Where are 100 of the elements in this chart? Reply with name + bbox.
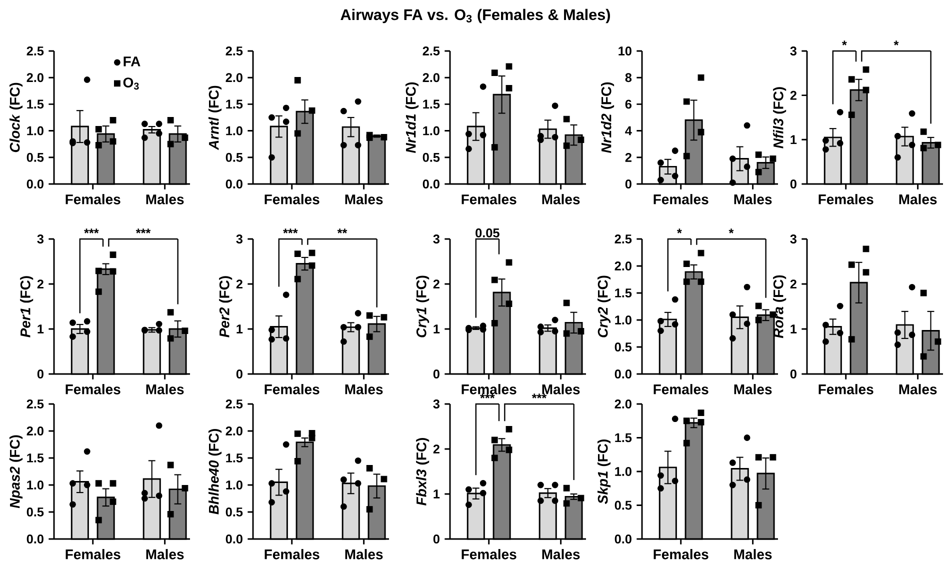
x-tick-label: Females bbox=[66, 384, 120, 394]
y-axis-title: Fbxl3 (FC) bbox=[416, 438, 430, 506]
y-tick-label: 3 bbox=[37, 234, 44, 244]
x-tick-label: Females bbox=[654, 194, 708, 204]
y-tick-label: 2.5 bbox=[422, 46, 440, 56]
y-tick-label: 0.5 bbox=[226, 508, 243, 516]
y-tick-label: 0 bbox=[625, 180, 632, 188]
text: ** bbox=[337, 228, 348, 234]
y-tick-label: 0 bbox=[236, 370, 242, 378]
x-tick-label: Females bbox=[818, 384, 874, 394]
y-axis-title: Npas2 (FC) bbox=[9, 435, 23, 508]
y-tick-label: 2.0 bbox=[26, 73, 44, 82]
y-tick-label: 1 bbox=[434, 490, 440, 498]
text: * bbox=[894, 40, 899, 46]
y-tick-label: 1.5 bbox=[27, 454, 44, 462]
text: *** bbox=[283, 228, 298, 234]
y-tick-label: 0.0 bbox=[26, 534, 44, 544]
x-tick-label: Males bbox=[345, 384, 383, 394]
x-tick-label: Females bbox=[654, 549, 708, 560]
text: *** bbox=[136, 228, 151, 234]
y-tick-label: 1 bbox=[236, 324, 243, 334]
y-tick-label: 1 bbox=[434, 324, 440, 334]
y-tick-label: 2 bbox=[236, 280, 242, 288]
x-tick-label: Males bbox=[146, 384, 184, 394]
y-tick-label: 0.0 bbox=[422, 180, 440, 188]
y-axis-title: Skp1 (FC) bbox=[597, 440, 611, 504]
x-tick-label: Males bbox=[146, 194, 184, 204]
text: * bbox=[842, 40, 847, 46]
y-axis-title: Cry1 (FC) bbox=[416, 276, 430, 338]
y-tick-label: 3 bbox=[790, 234, 796, 244]
y-tick-label: 2.0 bbox=[614, 262, 632, 270]
y-tick-label: 4 bbox=[625, 126, 632, 136]
y-tick-label: 0.0 bbox=[226, 180, 242, 188]
y-tick-label: 8 bbox=[625, 73, 632, 82]
y-axis-title: Per1 (FC) bbox=[20, 276, 34, 338]
y-tick-label: 1.0 bbox=[423, 126, 440, 136]
y-tick-label: 1.5 bbox=[615, 288, 632, 298]
y-tick-label: 1 bbox=[790, 324, 797, 334]
y-tick-label: 2 bbox=[790, 90, 796, 100]
y-tick-label: 1.5 bbox=[423, 100, 440, 109]
y-tick-label: 2 bbox=[790, 280, 796, 288]
y-tick-label: 0 bbox=[790, 370, 796, 378]
y-tick-label: 2 bbox=[433, 280, 440, 288]
y-tick-label: 0.5 bbox=[26, 508, 44, 516]
y-tick-label: 0.5 bbox=[614, 500, 632, 510]
y-axis-title: Per2 (FC) bbox=[219, 276, 232, 338]
x-tick-label: Males bbox=[734, 384, 772, 394]
legend-label: FA bbox=[124, 56, 140, 66]
y-tick-label: 2 bbox=[625, 152, 632, 162]
y-axis-title: Clock (FC) bbox=[9, 82, 23, 152]
y-tick-label: 0 bbox=[433, 370, 440, 378]
y-tick-label: 0 bbox=[37, 370, 44, 378]
y-tick-label: 1.0 bbox=[615, 467, 632, 476]
x-tick-label: Males bbox=[542, 194, 580, 204]
x-tick-label: Males bbox=[899, 194, 937, 204]
y-tick-label: 1.0 bbox=[226, 126, 242, 136]
x-tick-label: Females bbox=[462, 194, 516, 204]
y-tick-label: 3 bbox=[790, 46, 796, 56]
x-tick-label: Males bbox=[146, 549, 184, 560]
y-tick-label: 1.5 bbox=[226, 454, 243, 462]
x-tick-label: Females bbox=[654, 384, 708, 394]
y-tick-label: 0.5 bbox=[422, 152, 440, 162]
text: 0.05 bbox=[476, 228, 500, 238]
y-tick-label: 1.0 bbox=[615, 316, 632, 324]
y-axis-title: Bhlhe40 (FC) bbox=[208, 429, 222, 514]
y-axis-title: Nfil3 (FC) bbox=[773, 87, 786, 148]
y-axis-title: Nr1d1 (FC) bbox=[405, 82, 419, 154]
y-axis-title: Nr1d2 (FC) bbox=[601, 82, 614, 154]
x-tick-label: Males bbox=[734, 194, 772, 204]
y-tick-label: 0 bbox=[433, 534, 440, 544]
x-tick-label: Females bbox=[462, 549, 516, 560]
y-tick-label: 2.0 bbox=[226, 426, 242, 436]
x-tick-label: Males bbox=[542, 384, 580, 394]
y-tick-label: 0.5 bbox=[614, 342, 632, 352]
y-tick-label: 2.0 bbox=[26, 426, 44, 436]
text: *** bbox=[532, 394, 547, 398]
y-tick-label: 2.0 bbox=[422, 73, 440, 82]
y-tick-label: 2.5 bbox=[226, 46, 243, 56]
y-tick-label: 0.0 bbox=[614, 370, 632, 378]
y-tick-label: 0 bbox=[790, 180, 796, 188]
x-tick-label: Males bbox=[734, 549, 772, 560]
y-axis-title: Cry2 (FC) bbox=[597, 276, 611, 338]
y-tick-label: 2.5 bbox=[614, 234, 632, 244]
y-tick-label: 1.0 bbox=[27, 126, 44, 136]
x-tick-label: Males bbox=[542, 549, 580, 560]
x-tick-label: Females bbox=[264, 384, 320, 394]
y-tick-label: 2.0 bbox=[614, 400, 632, 408]
x-tick-label: Males bbox=[899, 384, 937, 394]
text: *** bbox=[84, 228, 99, 234]
y-tick-label: 2.5 bbox=[226, 400, 243, 408]
y-tick-label: 2 bbox=[37, 280, 44, 288]
y-tick-label: 1.5 bbox=[615, 433, 632, 442]
y-tick-label: 1.5 bbox=[226, 100, 243, 109]
y-tick-label: 1.0 bbox=[27, 480, 44, 490]
text: * bbox=[676, 228, 682, 234]
text: * bbox=[728, 228, 734, 234]
y-tick-label: 2 bbox=[433, 444, 440, 454]
y-tick-label: 3 bbox=[236, 234, 243, 244]
x-tick-label: Females bbox=[462, 384, 516, 394]
y-tick-label: 0.0 bbox=[614, 534, 632, 544]
